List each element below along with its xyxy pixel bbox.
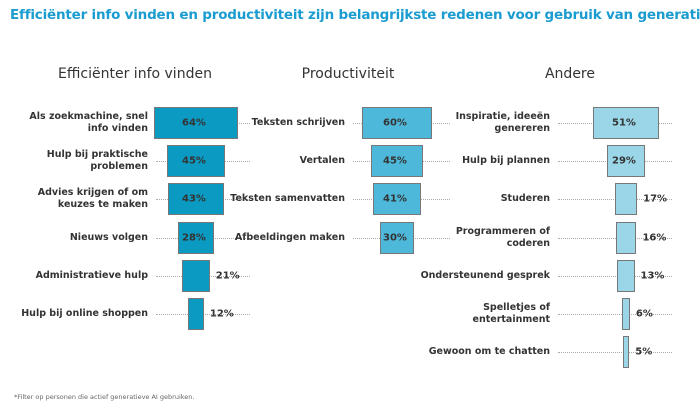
category-label: Inspiratie, ideeën genereren: [455, 111, 550, 134]
bar: [188, 298, 204, 330]
gridline-dotted: [558, 314, 672, 315]
data-label: 64%: [182, 117, 206, 129]
category-label: Teksten samenvatten: [230, 193, 345, 205]
data-label: 43%: [182, 193, 206, 205]
data-label: 29%: [612, 155, 636, 167]
panel-title: Productiviteit: [301, 66, 395, 82]
category-label: Hulp bij online shoppen: [21, 308, 148, 319]
data-label: 6%: [635, 308, 653, 320]
data-label: 41%: [383, 193, 407, 205]
category-label: Programmeren of coderen: [455, 225, 550, 249]
category-label: Ondersteunend gesprek: [420, 269, 550, 281]
category-label: Gewoon om te chatten: [428, 346, 550, 358]
panel-title: Efficiënter info vinden: [58, 66, 212, 82]
category-label: Afbeeldingen maken: [234, 231, 345, 243]
bar: [622, 336, 630, 369]
bar: [615, 221, 637, 254]
category-label: Nieuws volgen: [69, 231, 148, 243]
category-label: Spelletjes of entertainment: [472, 302, 551, 325]
data-label: 45%: [383, 155, 407, 167]
bar: [362, 107, 432, 139]
bar: [617, 259, 635, 292]
data-label: 51%: [612, 117, 636, 129]
data-label: 16%: [642, 232, 667, 244]
bar: [370, 145, 424, 178]
bar: [154, 107, 238, 139]
data-label: 60%: [383, 117, 407, 129]
category-label: Advies krijgen of om keuzes te maken: [37, 187, 148, 211]
gridline-dotted: [558, 275, 672, 277]
chart-title: Efficiënter info vinden en productivitei…: [10, 7, 700, 23]
bar: [166, 145, 226, 178]
bar: [614, 183, 638, 216]
data-label: 45%: [182, 155, 206, 167]
category-label: Administratieve hulp: [35, 269, 148, 281]
category-label: Teksten schrijven: [251, 117, 345, 128]
data-label: 17%: [643, 193, 668, 205]
footnote: *Filter op personen die actief generatie…: [14, 393, 195, 401]
bar: [167, 183, 225, 216]
gridline-dotted: [558, 237, 672, 239]
category-label: Als zoekmachine, snel info vinden: [29, 111, 148, 134]
category-label: Hulp bij plannen: [462, 155, 550, 167]
bar: [607, 145, 645, 178]
data-label: 21%: [215, 270, 240, 282]
bar: [373, 183, 421, 216]
bar: [182, 259, 210, 292]
data-label: 12%: [209, 308, 234, 320]
panel-title: Andere: [544, 66, 595, 82]
data-label: 28%: [182, 232, 206, 244]
category-label: Hulp bij praktische problemen: [46, 149, 148, 173]
bar: [379, 221, 415, 254]
data-label: 13%: [640, 270, 665, 282]
data-label: 30%: [383, 232, 407, 244]
bar: [622, 298, 630, 330]
category-label: Studeren: [500, 193, 550, 205]
category-label: Vertalen: [299, 155, 345, 167]
bar: [177, 221, 215, 254]
bar: [592, 107, 660, 139]
data-label: 5%: [635, 346, 653, 358]
gridline-dotted: [558, 352, 672, 354]
